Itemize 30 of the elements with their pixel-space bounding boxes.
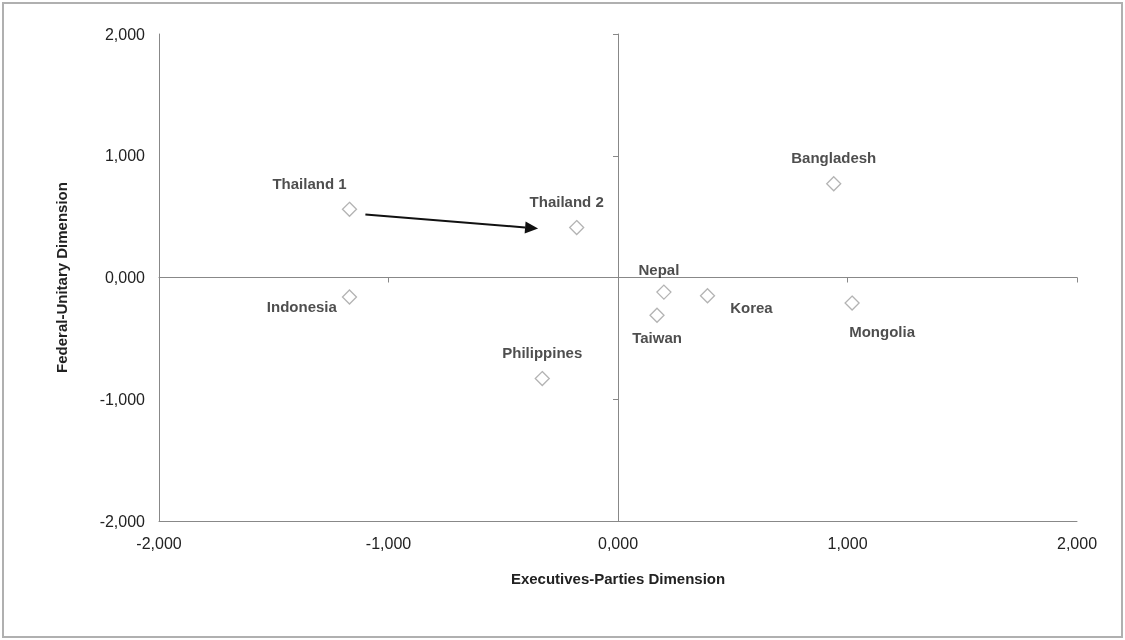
x-tick-label: 0,000	[597, 534, 639, 552]
series-label: Mongolia	[849, 322, 916, 340]
point	[826, 176, 842, 192]
y-tick-label: -1,000	[99, 390, 146, 408]
series-label: Philippines	[502, 343, 583, 361]
point	[699, 288, 716, 304]
point	[341, 289, 358, 305]
x-tick-label: 2,000	[1056, 534, 1098, 552]
x-tick-label: -1,000	[365, 534, 412, 552]
point	[656, 284, 672, 300]
point	[844, 295, 860, 311]
y-axis-title: Federal-Unitary Dimension	[53, 182, 70, 373]
y-tick-label: 0,000	[104, 269, 146, 286]
x-tick-label: 1,000	[827, 534, 868, 552]
point	[341, 201, 358, 217]
series-label: Thailand 2	[529, 192, 604, 210]
y-tick-label: -2,000	[99, 512, 146, 530]
series-label: Indonesia	[266, 298, 338, 316]
y-tick-label: 2,000	[104, 25, 146, 43]
point	[534, 370, 550, 387]
series-label: Thailand 1	[272, 174, 347, 192]
series-label: Korea	[730, 299, 774, 317]
y-tick-label: 1,000	[104, 147, 146, 165]
x-tick-label: -2,000	[136, 534, 182, 552]
point	[649, 307, 665, 323]
point	[569, 219, 585, 236]
series-label: Bangladesh	[791, 149, 877, 167]
series-label: Nepal	[638, 261, 680, 279]
x-axis-title: Executives-Parties Dimension	[510, 570, 726, 587]
series-label: Taiwan	[632, 328, 682, 346]
